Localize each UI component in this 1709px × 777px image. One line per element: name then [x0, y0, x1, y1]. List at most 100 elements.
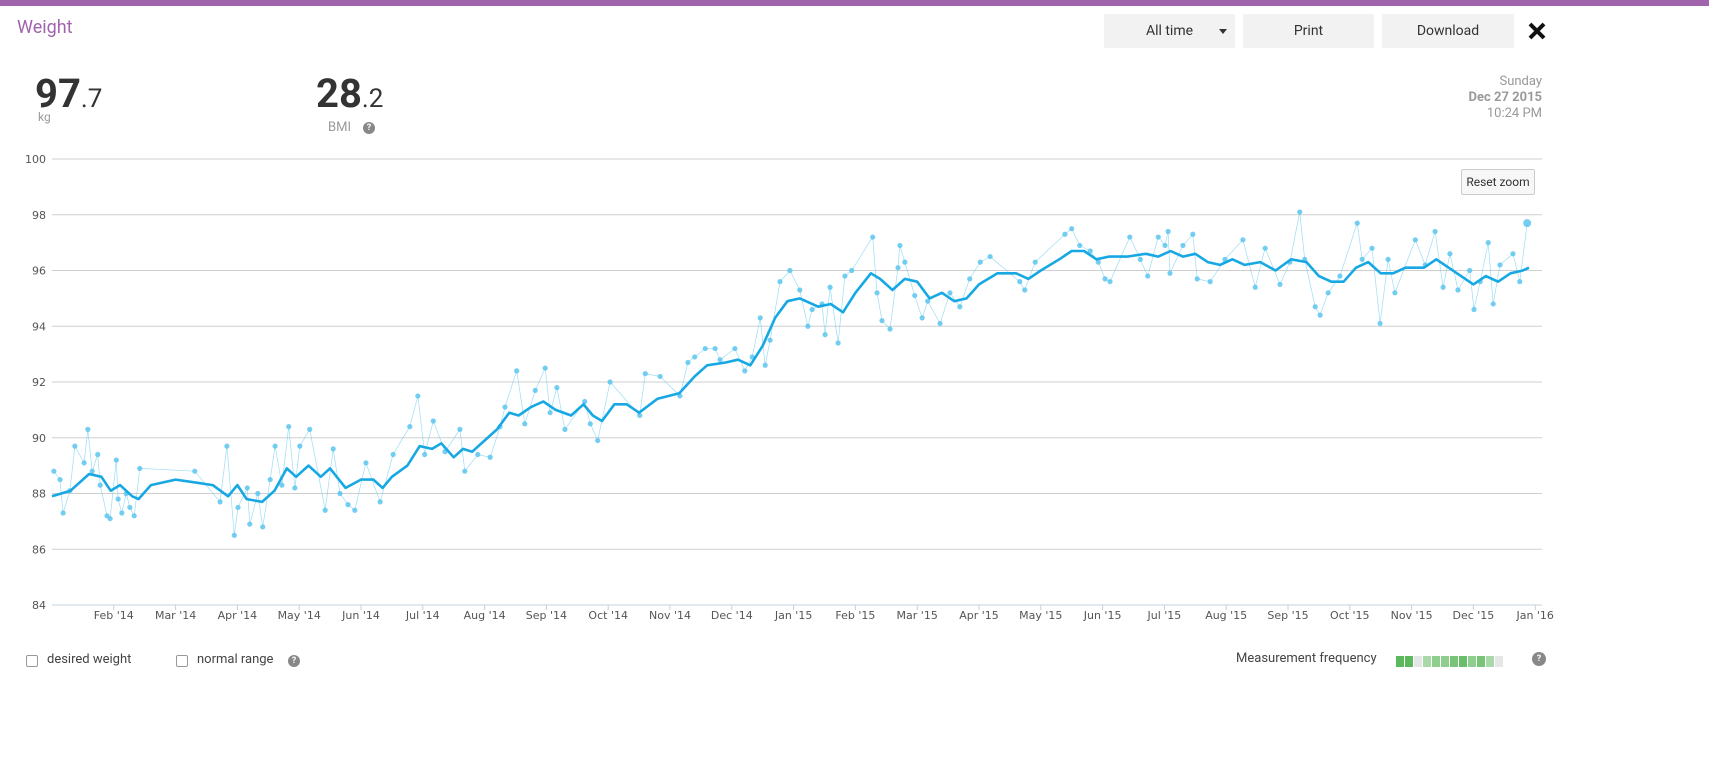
measurement-point: [113, 457, 119, 463]
measurement-point: [842, 273, 848, 279]
reset-zoom-button[interactable]: Reset zoom: [1461, 169, 1535, 195]
measurement-point: [235, 504, 241, 511]
measurement-point: [542, 365, 548, 371]
frequency-cell: [1396, 656, 1404, 667]
measurement-point: [1297, 209, 1303, 215]
bmi-label: BMI: [328, 120, 351, 135]
measurement-point: [1485, 240, 1491, 246]
measurement-point: [247, 521, 253, 527]
measurement-point: [192, 468, 198, 474]
measurement-point: [767, 337, 773, 343]
x-tick-label: Jun '15: [1083, 609, 1122, 622]
measurement-point: [1240, 237, 1246, 243]
measurement-point: [1062, 231, 1068, 237]
measurement-point: [1277, 281, 1283, 288]
measurement-point: [532, 387, 538, 393]
measurement-point: [1069, 226, 1075, 232]
measurement-point: [902, 259, 908, 265]
frequency-cell: [1405, 656, 1413, 667]
x-tick-label: Apr '15: [959, 609, 999, 622]
measurement-point: [127, 504, 133, 511]
measurement-point: [363, 460, 369, 466]
measurement-point: [895, 265, 901, 271]
measurement-point: [430, 418, 436, 424]
weight-unit: kg: [38, 110, 51, 124]
frequency-cell: [1477, 656, 1485, 667]
x-tick-label: Nov '14: [649, 609, 691, 622]
measurement-point: [1354, 220, 1360, 226]
measurement-point: [1392, 290, 1398, 296]
measurement-point: [912, 292, 918, 299]
weight-whole: 97: [35, 70, 81, 117]
measurement-point: [849, 267, 855, 274]
trend-line: [51, 249, 1530, 504]
measurement-point: [1262, 245, 1268, 251]
measurement-point: [717, 357, 723, 363]
frequency-cell: [1432, 656, 1440, 667]
x-tick-label: Oct '15: [1330, 609, 1370, 622]
measurement-point: [827, 284, 833, 290]
measurement-point: [1190, 231, 1196, 237]
normal-range-checkbox[interactable]: [176, 655, 188, 667]
measurement-point: [502, 404, 508, 410]
measurement-point: [1490, 301, 1496, 307]
measurement-point: [390, 451, 396, 458]
measurement-point: [267, 476, 273, 483]
bmi-decimal: .2: [361, 84, 384, 114]
measurement-point: [522, 421, 528, 427]
print-button[interactable]: Print: [1243, 14, 1374, 48]
measurement-point: [95, 451, 101, 458]
frequency-label: Measurement frequency: [1236, 651, 1377, 666]
help-icon[interactable]: ?: [363, 122, 375, 134]
measurement-point: [1167, 270, 1173, 276]
measurement-point: [1107, 279, 1113, 285]
bmi-value: 28.2: [316, 70, 383, 117]
measurement-point: [742, 368, 748, 374]
measurement-point: [422, 451, 428, 458]
measurement-point: [487, 454, 493, 460]
measurement-point: [1317, 312, 1323, 318]
measurement-point: [1102, 276, 1108, 282]
measurement-point: [1440, 284, 1446, 290]
measurement-point: [887, 326, 893, 332]
measurement-point: [292, 485, 298, 491]
time: 10:24 PM: [1486, 106, 1542, 121]
desired-weight-checkbox[interactable]: [26, 655, 38, 667]
measurement-point: [762, 362, 768, 368]
weight-decimal: .7: [80, 84, 103, 114]
y-tick-label: 84: [32, 599, 46, 612]
measurement-point: [137, 465, 143, 472]
desired-weight-label: desired weight: [47, 652, 132, 667]
measurement-point: [987, 253, 993, 260]
measurement-point: [1165, 228, 1171, 235]
measurement-point: [1497, 262, 1503, 268]
help-icon[interactable]: ?: [1532, 652, 1546, 666]
y-tick-label: 94: [32, 320, 46, 333]
measurement-point: [797, 287, 803, 293]
measurement-point: [57, 476, 63, 483]
x-tick-label: Nov '15: [1391, 609, 1433, 622]
y-tick-label: 98: [32, 209, 46, 222]
measurement-point: [1087, 248, 1093, 254]
measurement-point: [607, 379, 613, 385]
measurement-point: [1145, 273, 1151, 279]
x-tick-label: Dec '14: [711, 609, 753, 622]
measurement-point: [60, 510, 66, 516]
measurement-point: [415, 393, 421, 399]
measurement-point: [1252, 284, 1258, 290]
measurement-point: [1337, 273, 1343, 279]
range-select[interactable]: All time: [1104, 14, 1235, 48]
help-icon[interactable]: ?: [288, 655, 300, 667]
dropdown-arrow: [1219, 29, 1227, 38]
weight-value: 97.7: [35, 70, 102, 117]
close-button[interactable]: [1528, 22, 1546, 40]
measurement-point: [224, 443, 230, 449]
y-tick-label: 90: [32, 432, 46, 445]
measurement-point: [637, 412, 643, 419]
measurement-point: [89, 468, 95, 474]
measurement-point: [85, 426, 91, 432]
x-tick-label: Feb '15: [835, 609, 875, 622]
measurement-point: [1325, 290, 1331, 296]
x-tick-label: Sep '14: [526, 609, 567, 622]
download-button[interactable]: Download: [1382, 14, 1514, 48]
